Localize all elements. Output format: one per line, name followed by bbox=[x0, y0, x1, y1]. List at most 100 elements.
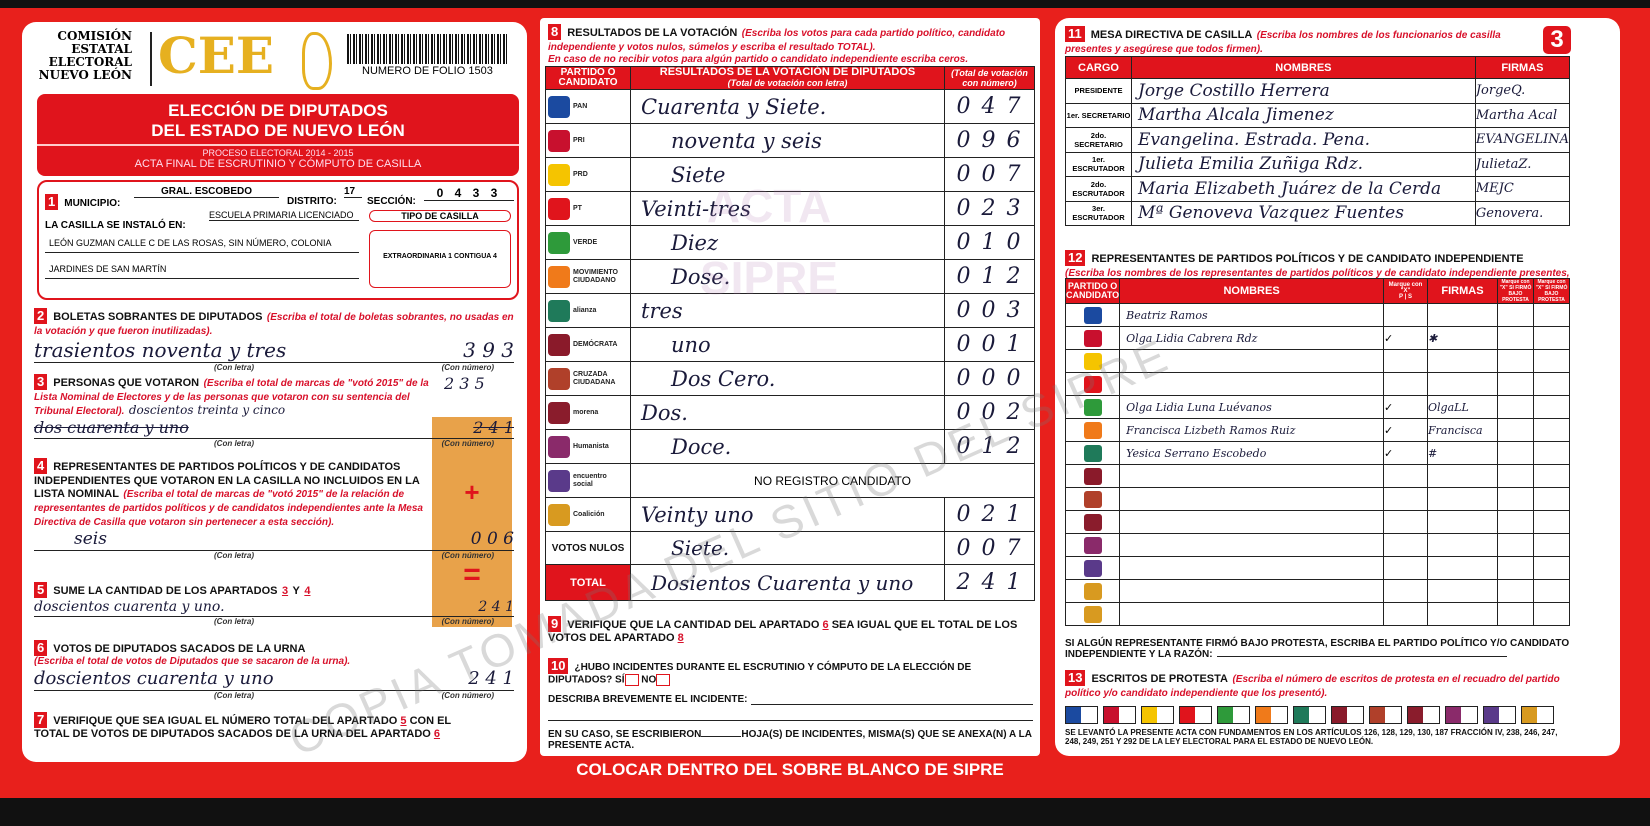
votes-letra: Diez bbox=[630, 225, 945, 260]
con-letra-label: (Con letra) bbox=[214, 691, 254, 700]
nuevo-leon-map-icon bbox=[302, 32, 332, 90]
party-name: PRD bbox=[573, 170, 588, 178]
con-letra-label: (Con letra) bbox=[214, 439, 254, 448]
representante-row bbox=[1064, 510, 1570, 534]
party-name: Humanista bbox=[573, 442, 609, 450]
protesta-cell bbox=[1497, 303, 1534, 327]
protest-count-field[interactable] bbox=[1081, 707, 1097, 723]
section-note: (Escriba los votos para cada partido pol… bbox=[548, 28, 1006, 53]
party-cell: PRI bbox=[545, 123, 631, 158]
apartado-ref: 4 bbox=[304, 585, 311, 597]
results-row: encuentro social NO REGISTRO CANDIDATO bbox=[545, 463, 1035, 498]
protest-count-field[interactable] bbox=[1347, 707, 1363, 723]
party-logo-icon bbox=[548, 333, 570, 356]
protesta-cell bbox=[1533, 441, 1570, 465]
protest-count-field[interactable] bbox=[1423, 707, 1439, 723]
title-block: ELECCIÓN DE DIPUTADOS DEL ESTADO DE NUEV… bbox=[37, 94, 519, 176]
protest-count-field[interactable] bbox=[1157, 707, 1173, 723]
votes-letra: Veinty uno bbox=[630, 497, 945, 532]
numero-value: 2 4 1 bbox=[468, 668, 514, 689]
protest-count-field[interactable] bbox=[1195, 707, 1211, 723]
describe-field-2[interactable] bbox=[548, 705, 1033, 721]
p-check-cell bbox=[1383, 487, 1428, 511]
party-cell: DEMÓCRATA bbox=[545, 327, 631, 362]
mesa-row: 3er. ESCRUTADOR Mª Genoveva Vazquez Fuent… bbox=[1065, 200, 1571, 226]
party-cell: VERDE bbox=[545, 225, 631, 260]
distrito-label: DISTRITO: bbox=[287, 196, 337, 207]
protest-box bbox=[1407, 706, 1440, 724]
representante-row bbox=[1064, 349, 1570, 373]
describe-field[interactable] bbox=[751, 694, 1033, 705]
party-name: PRI bbox=[573, 136, 585, 144]
nombre-cell bbox=[1119, 556, 1384, 580]
nombre-cell: Martha Alcala Jimenez bbox=[1131, 102, 1476, 128]
col-firmas: FIRMAS bbox=[1474, 56, 1571, 79]
marque-label: Marque con "X" bbox=[1388, 282, 1423, 294]
protesta-cell bbox=[1497, 533, 1534, 557]
section-9: 9 VERIFIQUE QUE LA CANTIDAD DEL APARTADO … bbox=[548, 616, 1033, 644]
votes-numero: 0 1 0 bbox=[944, 225, 1035, 260]
section-number: 3 bbox=[34, 374, 48, 390]
protesta-field[interactable] bbox=[1216, 656, 1507, 657]
firma-cell bbox=[1427, 372, 1498, 396]
section-title: VOTOS DE DIPUTADOS SACADOS DE LA URNA bbox=[53, 643, 306, 655]
party-cell bbox=[1064, 326, 1121, 350]
protest-count-field[interactable] bbox=[1309, 707, 1325, 723]
acta-label: ACTA FINAL DE ESCRUTINIO Y CÓMPUTO DE CA… bbox=[134, 158, 422, 170]
p-check-cell bbox=[1383, 303, 1428, 327]
mesa-row: PRESIDENTE Jorge Costillo Herrera JorgeQ. bbox=[1065, 78, 1571, 104]
firma-cell bbox=[1427, 487, 1498, 511]
protest-count-field[interactable] bbox=[1537, 707, 1553, 723]
party-logo-wrap: PAN bbox=[548, 95, 628, 118]
p-check-cell: ✓ bbox=[1383, 441, 1428, 465]
middle-panel: 8 RESULTADOS DE LA VOTACIÓN (Escriba los … bbox=[540, 18, 1040, 756]
si-checkbox[interactable] bbox=[624, 674, 639, 686]
apartado-ref: 8 bbox=[677, 632, 684, 644]
party-name: PAN bbox=[573, 102, 588, 110]
party-logo-icon bbox=[1083, 559, 1102, 577]
protest-count-field[interactable] bbox=[1461, 707, 1477, 723]
p-check-cell: ✓ bbox=[1383, 418, 1428, 442]
representante-row: Beatriz Ramos bbox=[1064, 303, 1570, 327]
hojas-field[interactable] bbox=[701, 736, 742, 737]
p-check-cell bbox=[1383, 510, 1428, 534]
nombre-cell bbox=[1119, 464, 1384, 488]
describe-label: DESCRIBA BREVEMENTE EL INCIDENTE: bbox=[548, 694, 748, 705]
party-cell bbox=[1064, 395, 1121, 419]
protest-count-field[interactable] bbox=[1271, 707, 1287, 723]
seccion-value: 0 4 3 3 bbox=[424, 186, 514, 201]
section-number: 7 bbox=[34, 712, 48, 728]
party-logo-icon bbox=[548, 469, 570, 492]
protest-count-field[interactable] bbox=[1119, 707, 1135, 723]
address-line: LEÓN GUZMAN CALLE C DE LAS ROSAS, SIN NÚ… bbox=[45, 234, 359, 253]
protesta-question: SI ALGÚN REPRESENTANTE FIRMÓ BAJO PROTES… bbox=[1065, 638, 1570, 660]
representante-row: Francisca Lizbeth Ramos Ruiz ✓ Francisca bbox=[1064, 418, 1570, 442]
mesa-row: 1er. SECRETARIO Martha Alcala Jimenez Mart… bbox=[1065, 102, 1571, 128]
firma-cell bbox=[1427, 510, 1498, 534]
results-row: alianza tres 0 0 3 bbox=[545, 293, 1035, 328]
results-row: CRUZADA CIUDADANA Dos Cero. 0 0 0 bbox=[545, 361, 1035, 396]
apartado-ref: 5 bbox=[400, 715, 407, 727]
representante-row bbox=[1064, 579, 1570, 603]
party-logo-icon bbox=[548, 435, 570, 458]
protest-count-field[interactable] bbox=[1233, 707, 1249, 723]
section-11-header: 11 MESA DIRECTIVA DE CASILLA (Escriba los… bbox=[1065, 26, 1535, 56]
con-letra-label: (Con letra) bbox=[214, 363, 254, 372]
no-checkbox[interactable] bbox=[656, 674, 671, 686]
protest-count-field[interactable] bbox=[1499, 707, 1515, 723]
page-number-badge: 3 bbox=[1543, 26, 1571, 54]
protesta-cell bbox=[1497, 556, 1534, 580]
protesta-cell bbox=[1533, 510, 1570, 534]
letra-value: doscientos cuarenta y uno. bbox=[34, 599, 225, 615]
votes-letra: NO REGISTRO CANDIDATO bbox=[630, 463, 1035, 498]
col-s: S bbox=[1407, 294, 1412, 300]
title-line: DEL ESTADO DE NUEVO LEÓN bbox=[37, 121, 519, 146]
firma-cell: Genovera. bbox=[1474, 200, 1571, 226]
section-title: PERSONAS QUE VOTARON bbox=[53, 377, 200, 389]
section-1: 1 MUNICIPIO: GRAL. ESCOBEDO DISTRITO: 17 … bbox=[37, 180, 519, 300]
col-partido: PARTIDO O CANDIDATO bbox=[545, 66, 631, 90]
total-numero: 2 4 1 bbox=[944, 564, 1035, 601]
firma-cell: Martha Acal bbox=[1474, 102, 1571, 128]
party-logo-icon bbox=[1083, 329, 1102, 347]
protest-count-field[interactable] bbox=[1385, 707, 1401, 723]
